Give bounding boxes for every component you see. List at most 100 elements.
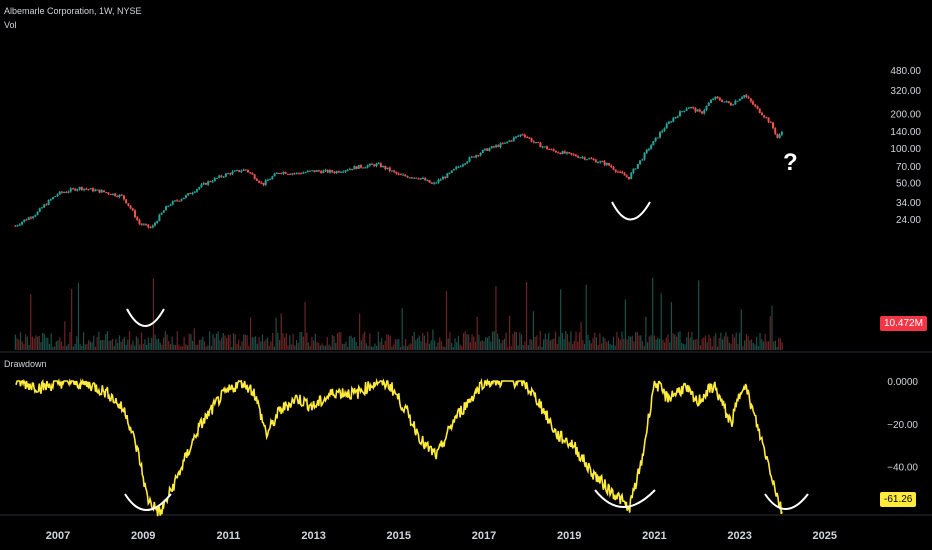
candle-body — [399, 174, 402, 176]
candle-body — [293, 173, 296, 175]
candle-body — [16, 225, 19, 227]
candle-body — [118, 194, 121, 197]
volume-bar — [665, 337, 667, 350]
volume-bar — [655, 339, 657, 350]
candle-body — [63, 192, 66, 194]
volume-bar — [219, 340, 221, 350]
volume-bar — [96, 336, 98, 350]
candle-body — [499, 143, 502, 147]
volume-bar — [762, 341, 765, 350]
volume-bar — [485, 337, 487, 350]
candle-body — [304, 172, 307, 174]
candle-body — [103, 190, 106, 193]
candle-body — [495, 145, 498, 147]
volume-bar — [779, 338, 782, 350]
volume-bar — [318, 342, 320, 350]
candle-body — [512, 137, 515, 141]
candle-body — [397, 173, 400, 175]
volume-bar — [321, 343, 323, 350]
candle-body — [171, 201, 174, 205]
candle-body — [574, 154, 577, 157]
candle-body — [142, 224, 145, 226]
candle-body — [320, 171, 323, 174]
volume-bar — [164, 331, 166, 350]
volume-bar — [391, 346, 393, 350]
candle-body — [71, 188, 74, 190]
volume-bar — [563, 339, 565, 350]
volume-bar — [118, 335, 120, 350]
candle-body — [284, 172, 287, 174]
volume-bar — [186, 345, 189, 350]
volume-bar — [648, 336, 650, 350]
candle-body — [67, 191, 70, 193]
volume-bar — [163, 337, 165, 350]
volume-bar — [52, 346, 54, 350]
volume-bar — [234, 334, 236, 350]
candle-body — [255, 178, 258, 181]
bottom-arc-2009 — [126, 308, 165, 327]
volume-bar — [708, 334, 710, 350]
candle-body — [752, 101, 755, 105]
volume-bar — [31, 336, 34, 350]
candle-body — [78, 187, 81, 190]
volume-bar — [469, 342, 471, 350]
candle-body — [665, 123, 668, 129]
candle-body — [592, 158, 595, 160]
volume-bar — [750, 339, 753, 350]
candle-body — [266, 179, 269, 181]
volume-bar — [716, 346, 719, 350]
candle-body — [262, 182, 265, 185]
volume-bar — [282, 332, 284, 350]
candle-body — [579, 157, 582, 159]
volume-bar — [531, 340, 533, 350]
volume-bar — [224, 335, 226, 350]
drawdown-line — [15, 377, 783, 517]
volume-bar — [209, 331, 211, 350]
candle-body — [517, 135, 520, 137]
candle-body — [333, 172, 336, 174]
candle-body — [570, 152, 573, 155]
volume-bar — [202, 336, 204, 350]
volume-bar — [127, 339, 129, 350]
candle-body — [714, 96, 717, 99]
volume-bar — [641, 341, 644, 350]
candle-body — [676, 116, 679, 118]
volume-bar — [19, 332, 22, 350]
volume-bar — [561, 332, 563, 350]
volume-bar — [771, 305, 773, 350]
candle-body — [650, 145, 653, 149]
volume-bar — [657, 337, 659, 350]
volume-bar — [341, 343, 344, 350]
volume-bar — [520, 334, 523, 350]
volume-bar — [732, 333, 734, 350]
year-tick-label: 2019 — [557, 530, 581, 542]
volume-bar — [534, 336, 536, 350]
candle-body — [114, 193, 117, 196]
candle-body — [590, 158, 593, 160]
volume-bar — [703, 337, 705, 350]
volume-bar — [597, 345, 599, 350]
candle-body — [674, 116, 677, 119]
candle-body — [187, 193, 190, 196]
volume-bar — [507, 346, 509, 350]
candle-body — [337, 171, 340, 173]
volume-bar — [147, 337, 149, 350]
volume-bar — [640, 335, 642, 350]
volume-bar — [566, 334, 569, 350]
volume-bar — [667, 334, 669, 350]
volume-bar — [86, 343, 88, 350]
candle-body — [224, 173, 227, 177]
candle-body — [410, 177, 413, 179]
volume-bar — [82, 332, 85, 350]
volume-bar — [111, 338, 114, 350]
drawdown-arc-2009 — [124, 493, 172, 511]
candle-body — [585, 159, 588, 161]
candle-body — [27, 217, 30, 220]
candle-body — [616, 171, 619, 173]
price-tick-label: 480.00 — [890, 66, 921, 77]
volume-bar — [369, 333, 371, 350]
volume-bar — [675, 336, 678, 350]
volume-bar — [745, 334, 748, 350]
candle-body — [501, 143, 504, 145]
